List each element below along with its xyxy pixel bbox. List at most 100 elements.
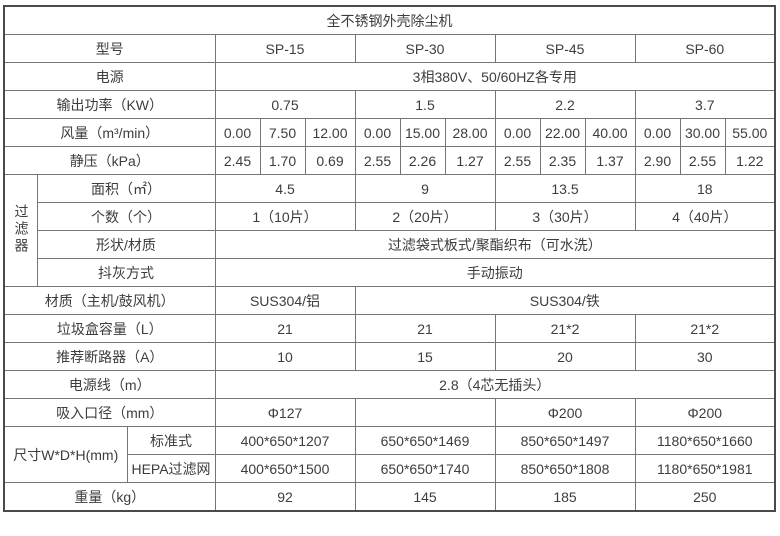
static-pressure-value: 1.37 [584,146,636,175]
air-volume-value: 22.00 [539,118,586,147]
filter-area-value: 13.5 [494,174,636,203]
static-pressure-value: 2.45 [214,146,261,175]
air-volume-value: 0.00 [494,118,541,147]
model-value-sp45: SP-45 [494,34,636,63]
inlet-diameter-value: Φ200 [634,398,776,427]
filter-group-label-text: 过滤器 [13,203,30,255]
dimensions-standard-value: 850*650*1497 [494,426,636,455]
row-power-supply: 电源 3相380V、50/60HZ各专用 [3,62,776,91]
row-dimensions-standard: 尺寸W*D*H(mm) 标准式 400*650*1207 650*650*146… [3,426,776,483]
power-supply-value: 3相380V、50/60HZ各专用 [214,62,776,91]
filter-count-value: 4（40片） [634,202,776,231]
filter-area-value: 9 [354,174,496,203]
power-cord-label: 电源线（m） [3,370,216,399]
weight-value: 185 [494,482,636,512]
spec-sheet: 全不锈钢外壳除尘机 型号 SP-15 SP-30 SP-45 SP-60 电源 … [3,5,777,512]
weight-label: 重量（kg） [3,482,216,512]
row-filter-count: 个数（个） 1（10片） 2（20片） 3（30片） 4（40片） [4,202,776,231]
air-volume-value: 0.00 [634,118,681,147]
filter-area-value: 4.5 [214,174,356,203]
dimensions-standard-value: 1180*650*1660 [634,426,776,455]
model-label: 型号 [3,34,216,63]
filter-count-value: 2（20片） [354,202,496,231]
static-pressure-value: 2.55 [354,146,401,175]
output-power-value: 3.7 [634,90,776,119]
filter-shape-label: 形状/材质 [36,230,216,259]
static-pressure-value: 2.55 [494,146,541,175]
material-value-sp15: SUS304/铝 [214,286,356,315]
dimensions-standard-value: 400*650*1207 [214,426,356,455]
power-supply-label: 电源 [3,62,216,91]
filter-area-label: 面积（㎡） [36,174,216,203]
dimensions-hepa-value: 650*650*1740 [354,454,496,483]
table-title: 全不锈钢外壳除尘机 [3,5,776,35]
air-volume-value: 15.00 [399,118,446,147]
row-filter-dust-shaking: 抖灰方式 手动振动 [4,258,776,287]
output-power-value: 1.5 [354,90,496,119]
model-value-sp60: SP-60 [634,34,776,63]
bin-capacity-value: 21*2 [634,314,776,343]
static-pressure-value: 1.27 [444,146,496,175]
static-pressure-value: 2.35 [539,146,586,175]
bin-capacity-value: 21 [214,314,356,343]
static-pressure-value: 2.90 [634,146,681,175]
air-volume-value: 28.00 [444,118,496,147]
air-volume-value: 30.00 [679,118,726,147]
output-power-label: 输出功率（KW） [3,90,216,119]
filter-count-value: 3（30片） [494,202,636,231]
weight-value: 250 [634,482,776,512]
breaker-value: 30 [634,342,776,371]
row-output-power: 输出功率（KW） 0.75 1.5 2.2 3.7 [3,90,776,119]
dimensions-hepa-value: 400*650*1500 [214,454,356,483]
dimensions-standard-value: 650*650*1469 [354,426,496,455]
output-power-value: 0.75 [214,90,356,119]
filter-dust-shaking-label: 抖灰方式 [36,258,216,287]
row-material: 材质（主机/鼓风机） SUS304/铝 SUS304/铁 [3,286,776,315]
filter-count-value: 1（10片） [214,202,356,231]
air-volume-value: 0.00 [214,118,261,147]
air-volume-value: 0.00 [354,118,401,147]
breaker-label: 推荐断路器（A） [3,342,216,371]
inlet-diameter-value: Φ200 [494,398,636,427]
power-cord-value: 2.8（4芯无插头） [214,370,776,399]
row-model: 型号 SP-15 SP-30 SP-45 SP-60 [3,34,776,63]
air-volume-label: 风量（m³/min） [3,118,216,147]
dimensions-group-label: 尺寸W*D*H(mm) [3,426,128,483]
dimensions-hepa-label: HEPA过滤网 [126,454,216,483]
static-pressure-label: 静压（kPa） [3,146,216,175]
air-volume-value: 7.50 [259,118,306,147]
filter-count-label: 个数（个） [36,202,216,231]
material-value-others: SUS304/铁 [354,286,776,315]
weight-value: 145 [354,482,496,512]
breaker-value: 20 [494,342,636,371]
static-pressure-value: 2.55 [679,146,726,175]
static-pressure-value: 1.70 [259,146,306,175]
breaker-value: 10 [214,342,356,371]
filter-area-value: 18 [634,174,776,203]
row-filter-area: 过滤器 面积（㎡） 4.5 9 13.5 18 [3,174,776,287]
row-dimensions-hepa: HEPA过滤网 400*650*1500 650*650*1740 850*65… [4,454,776,483]
bin-capacity-value: 21 [354,314,496,343]
row-static-pressure: 静压（kPa） 2.45 1.70 0.69 2.55 2.26 1.27 2.… [3,146,776,175]
dimensions-hepa-value: 850*650*1808 [494,454,636,483]
row-inlet-diameter: 吸入口径（mm） Φ127 Φ200 Φ200 [3,398,776,427]
air-volume-value: 55.00 [724,118,776,147]
row-air-volume: 风量（m³/min） 0.00 7.50 12.00 0.00 15.00 28… [3,118,776,147]
static-pressure-value: 1.22 [724,146,776,175]
filter-dust-shaking-value: 手动振动 [214,258,776,287]
model-value-sp30: SP-30 [354,34,496,63]
breaker-value: 15 [354,342,496,371]
material-label: 材质（主机/鼓风机） [3,286,216,315]
output-power-value: 2.2 [494,90,636,119]
filter-group-label: 过滤器 [3,174,38,287]
model-value-sp15: SP-15 [214,34,356,63]
static-pressure-value: 0.69 [304,146,356,175]
bin-capacity-label: 垃圾盒容量（L） [3,314,216,343]
dust-collector-spec-table: 全不锈钢外壳除尘机 型号 SP-15 SP-30 SP-45 SP-60 电源 … [3,5,777,512]
row-title: 全不锈钢外壳除尘机 [3,5,776,35]
air-volume-value: 12.00 [304,118,356,147]
row-breaker: 推荐断路器（A） 10 15 20 30 [3,342,776,371]
row-bin-capacity: 垃圾盒容量（L） 21 21 21*2 21*2 [3,314,776,343]
row-power-cord: 电源线（m） 2.8（4芯无插头） [3,370,776,399]
row-filter-shape: 形状/材质 过滤袋式板式/聚酯织布（可水洗） [4,230,776,259]
